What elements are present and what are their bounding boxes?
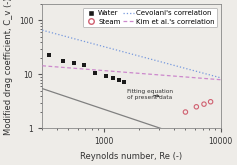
Point [104, 74, 108, 77]
X-axis label: Reynolds number, Re (-): Reynolds number, Re (-) [80, 152, 182, 161]
Line: Kim et al.'s correlation: Kim et al.'s correlation [42, 66, 221, 80]
Point [202, 103, 206, 105]
Kim et al.'s correlation [150, 73, 153, 75]
Kim et al.'s correlation [191, 77, 194, 79]
Point [209, 100, 213, 103]
Cevolani's correlation [191, 69, 194, 71]
Cevolani's correlation [147, 58, 150, 60]
Point [61, 59, 65, 62]
Kim et al.'s correlation [146, 73, 149, 75]
Kim et al.'s correlation [219, 79, 222, 81]
Legend: Water, Steam, Cevolani's correlation, Kim et al.'s correlation: Water, Steam, Cevolani's correlation, Ki… [83, 8, 217, 27]
Point [122, 81, 126, 83]
Point [82, 64, 86, 66]
Point [47, 53, 50, 56]
Point [195, 105, 198, 108]
Kim et al.'s correlation [147, 73, 150, 75]
Kim et al.'s correlation [41, 65, 44, 67]
Point [72, 62, 76, 65]
Cevolani's correlation [41, 29, 44, 31]
Line: Cevolani's correlation: Cevolani's correlation [42, 30, 221, 78]
Point [93, 72, 97, 75]
Y-axis label: Modified drag coefficient, C_v (-): Modified drag coefficient, C_v (-) [4, 0, 13, 135]
Point [111, 77, 115, 80]
Cevolani's correlation [219, 77, 222, 79]
Cevolani's correlation [203, 72, 205, 74]
Point [117, 79, 121, 82]
Cevolani's correlation [150, 58, 153, 60]
Text: Fitting equation
of present data: Fitting equation of present data [128, 89, 173, 100]
Kim et al.'s correlation [41, 65, 44, 67]
Cevolani's correlation [146, 57, 149, 59]
Kim et al.'s correlation [203, 77, 205, 79]
Point [183, 111, 187, 113]
Cevolani's correlation [41, 29, 44, 31]
